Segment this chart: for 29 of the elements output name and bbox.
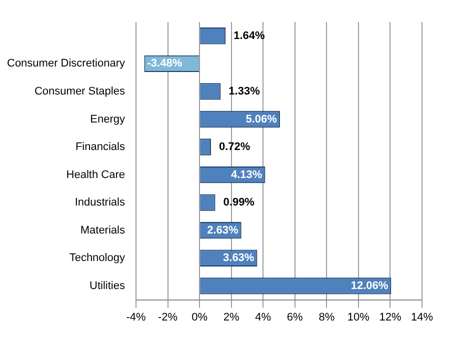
y-tick-label: Utilities: [90, 280, 126, 292]
data-label: 2.63%: [207, 224, 239, 236]
data-label: 3.63%: [223, 252, 254, 264]
y-tick-label: Consumer Discretionary: [6, 58, 126, 70]
x-tick-label: 8%: [318, 311, 335, 324]
y-tick-label: Health Care: [66, 168, 125, 181]
y-tick-label: Technology: [69, 252, 126, 264]
x-tick-label: 2%: [223, 311, 240, 324]
data-label: 12.06%: [350, 280, 388, 292]
data-label: 0.72%: [218, 141, 250, 154]
data-label: 1.64%: [234, 30, 266, 42]
y-tick-label: Consumer Staples: [34, 85, 126, 98]
y-tick-label: Financials: [75, 141, 126, 154]
x-tick-label: 12%: [379, 311, 402, 324]
x-tick-label: 10%: [347, 311, 370, 324]
data-label: 5.06%: [246, 113, 278, 126]
x-tick-label: -4%: [126, 311, 146, 324]
x-tick-label: -2%: [158, 311, 178, 324]
y-tick-label: Energy: [90, 113, 126, 126]
data-label: 0.99%: [223, 196, 255, 209]
y-tick-label: Materials: [80, 224, 126, 236]
x-tick-label: 0%: [192, 311, 208, 324]
x-tick-label: 14%: [410, 311, 434, 324]
data-label: 1.33%: [228, 85, 260, 98]
x-tick-label: 4%: [255, 311, 272, 324]
data-label: 4.13%: [230, 168, 262, 181]
x-tick-label: 6%: [286, 311, 304, 324]
data-label: -3.48%: [147, 58, 182, 70]
y-tick-label: Industrials: [74, 196, 126, 209]
